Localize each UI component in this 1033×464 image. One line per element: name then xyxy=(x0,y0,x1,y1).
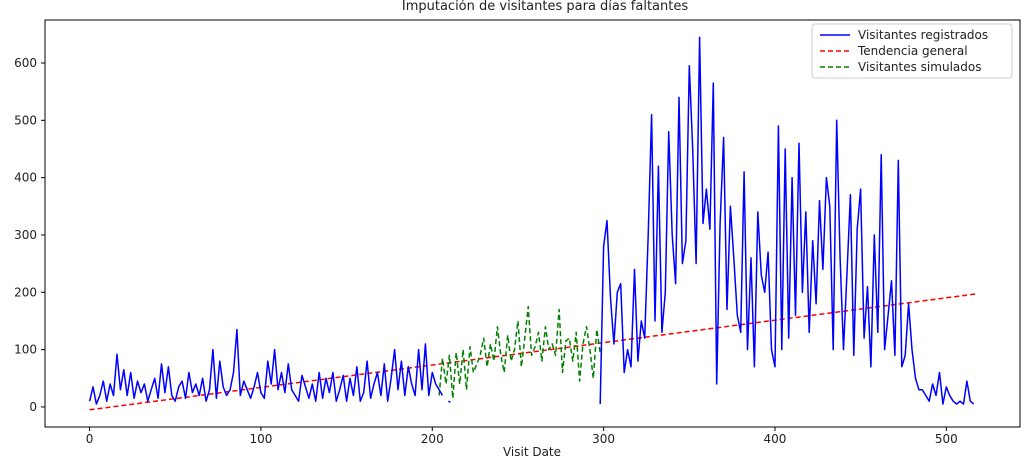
y-tick-label: 100 xyxy=(14,343,37,357)
series-simulated-line xyxy=(438,305,601,400)
y-tick-label: 300 xyxy=(14,228,37,242)
series-observed-point xyxy=(448,400,451,403)
x-tick-label: 500 xyxy=(935,432,958,446)
y-tick-label: 600 xyxy=(14,56,37,70)
x-axis: 0 100 200 300 400 500 xyxy=(86,427,958,446)
plot-frame xyxy=(44,19,1021,428)
y-tick-label: 400 xyxy=(14,171,37,185)
y-axis: 0 100 200 300 400 500 600 xyxy=(14,56,45,414)
x-tick-label: 300 xyxy=(592,432,615,446)
legend-label: Tendencia general xyxy=(857,44,968,58)
y-tick-label: 200 xyxy=(14,285,37,299)
x-tick-label: 400 xyxy=(764,432,787,446)
series-simulated xyxy=(438,305,601,400)
y-tick-label: 500 xyxy=(14,113,37,127)
chart-title: Imputación de visitantes para días falta… xyxy=(402,0,688,14)
series-trend xyxy=(89,293,976,411)
y-tick-label: 0 xyxy=(29,400,37,414)
series-trend-line xyxy=(89,293,976,411)
x-tick-label: 0 xyxy=(86,432,94,446)
x-tick-label: 100 xyxy=(249,432,272,446)
legend-label: Visitantes simulados xyxy=(858,60,981,74)
legend-box xyxy=(811,23,1013,79)
legend-label: Visitantes registrados xyxy=(858,28,988,42)
plot-area xyxy=(88,36,976,411)
legend: Visitantes registrados Tendencia general V… xyxy=(811,23,1013,79)
series-observed-line xyxy=(599,36,975,405)
x-axis-label: Visit Date xyxy=(503,445,561,459)
x-tick-label: 200 xyxy=(421,432,444,446)
series-observed-line xyxy=(88,328,444,405)
series-observed xyxy=(88,36,975,405)
